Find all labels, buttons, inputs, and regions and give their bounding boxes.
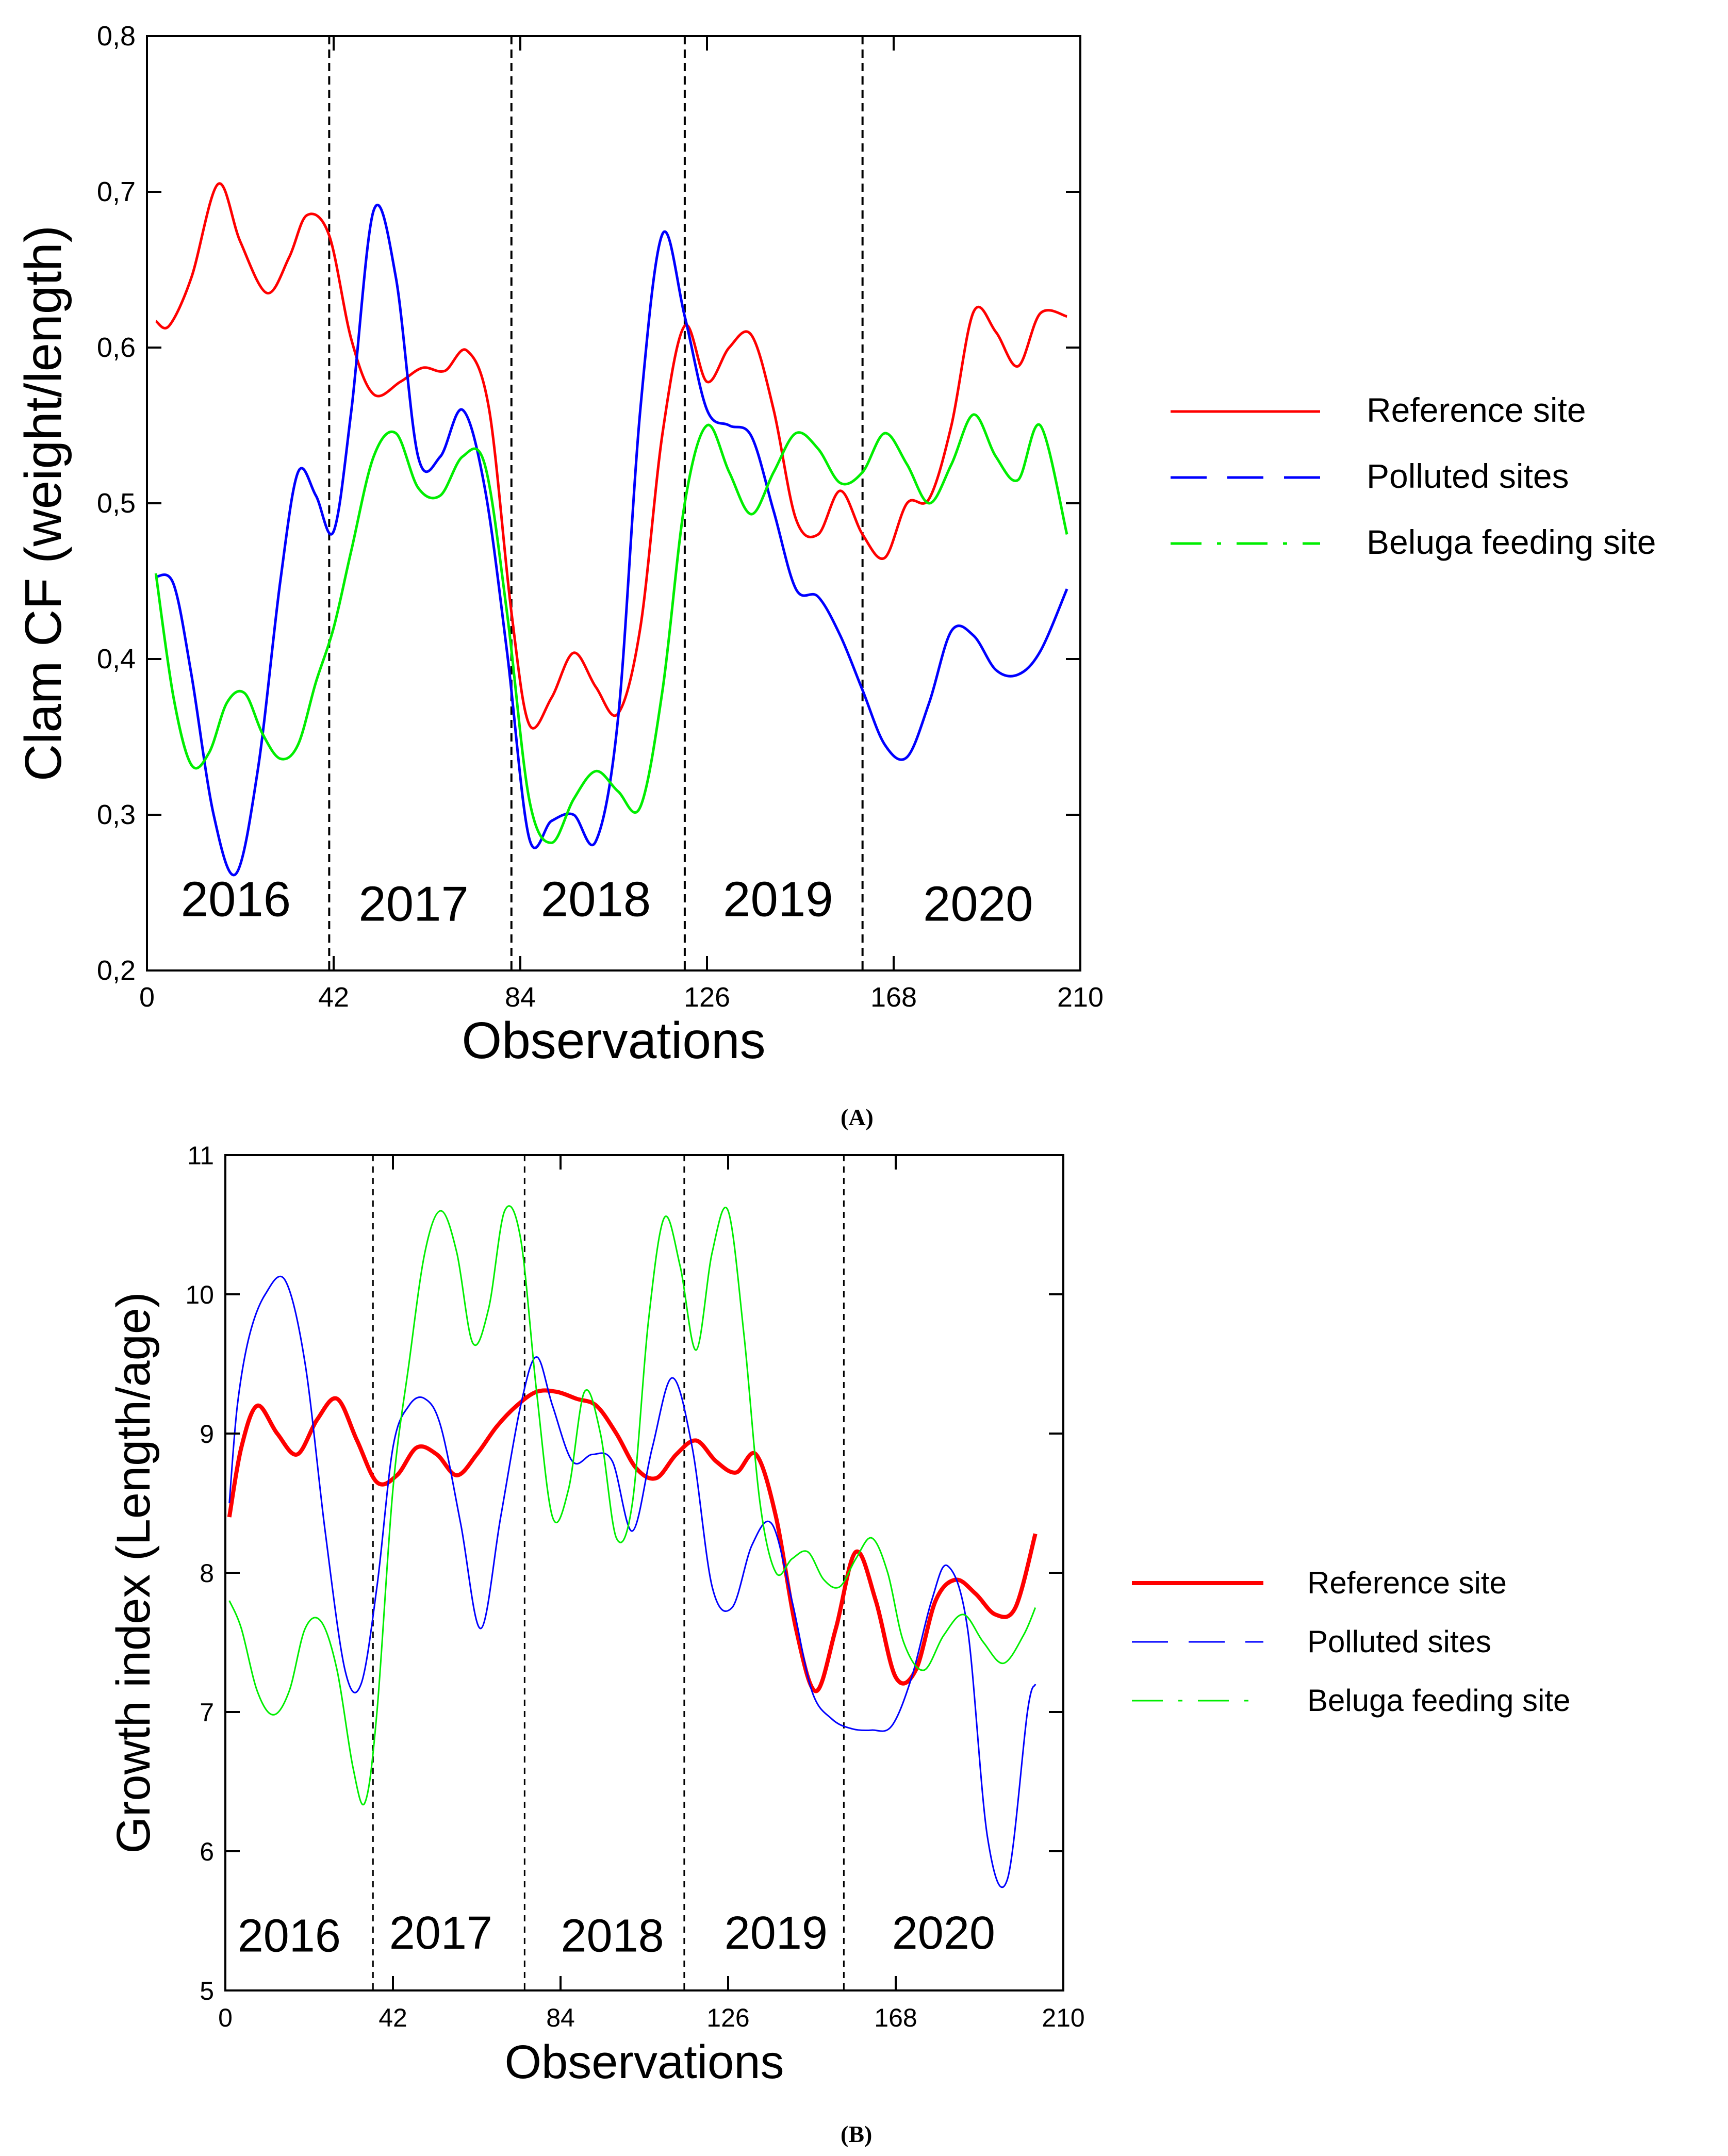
year-label: 2020 [923, 876, 1033, 931]
legend-label: Beluga feeding site [1367, 523, 1656, 561]
series-line-polluted-sites [155, 204, 1068, 877]
y-tick-label: 5 [200, 1977, 214, 2005]
x-axis-label: Observations [504, 2036, 784, 2088]
year-label: 2019 [723, 871, 833, 927]
legend-label: Polluted sites [1307, 1624, 1491, 1659]
x-tick-label: 42 [378, 2003, 407, 2032]
x-tick-label: 0 [218, 2003, 233, 2032]
y-tick-label: 6 [200, 1837, 214, 1866]
year-label: 2016 [181, 871, 291, 927]
legend-label: Reference site [1367, 391, 1586, 429]
y-tick-label: 0,7 [97, 176, 136, 207]
year-label: 2020 [892, 1907, 995, 1959]
y-tick-label: 0,6 [97, 332, 136, 363]
x-tick-label: 168 [870, 982, 917, 1013]
legend-label: Polluted sites [1367, 457, 1569, 495]
y-tick-label: 11 [187, 1141, 214, 1170]
y-tick-label: 0,5 [97, 488, 136, 519]
y-tick-label: 0,4 [97, 644, 136, 674]
series-line-polluted-sites [228, 1275, 1036, 1888]
legend-label: Beluga feeding site [1307, 1683, 1570, 1718]
x-axis-label: Observations [462, 1012, 765, 1069]
chart-b: 0 42 84 126 168 210 5 6 7 8 9 10 11 Observations Growt… [107, 1141, 1570, 2088]
series-line-beluga-feeding-site [228, 1205, 1036, 1806]
year-label: 2016 [238, 1910, 341, 1962]
series-line-reference-site [227, 1388, 1038, 1693]
y-tick-label: 0,3 [97, 799, 136, 830]
x-tick-label: 126 [706, 2003, 749, 2032]
year-label: 2018 [541, 871, 651, 927]
y-tick-label: 0,8 [97, 21, 136, 52]
plot-frame [224, 1154, 1064, 1992]
series-line-beluga-feeding-site [154, 413, 1068, 844]
x-tick-label: 0 [139, 982, 155, 1013]
x-tick-label: 168 [874, 2003, 917, 2032]
x-tick-label: 210 [1057, 982, 1104, 1013]
y-tick-label: 8 [200, 1559, 214, 1588]
y-axis-label: Growth index (Length/age) [107, 1292, 160, 1853]
year-label: 2017 [389, 1907, 492, 1959]
x-tick-label: 42 [318, 982, 349, 1013]
y-tick-label: 10 [185, 1280, 214, 1309]
year-label: 2018 [561, 1910, 664, 1962]
y-tick-label: 0,2 [97, 955, 136, 986]
chart-a: 0 42 84 126 168 210 0,2 0,3 0,4 0,5 0,6 0,7 0,8 Obser… [14, 21, 1656, 1069]
x-tick-label: 126 [684, 982, 730, 1013]
panel-label-a: (A) [841, 1104, 874, 1130]
plot-frame [146, 35, 1081, 972]
y-axis-label: Clam CF (weight/length) [14, 225, 72, 781]
x-tick-label: 84 [546, 2003, 575, 2032]
y-tick-label: 9 [200, 1420, 214, 1449]
legend-label: Reference site [1307, 1566, 1507, 1600]
x-tick-label: 84 [505, 982, 536, 1013]
y-tick-label: 7 [200, 1698, 214, 1727]
panel-label-b: (B) [841, 2121, 873, 2147]
x-tick-label: 210 [1042, 2003, 1084, 2032]
series-line-reference-site [155, 182, 1067, 730]
year-label: 2017 [358, 876, 469, 931]
year-label: 2019 [725, 1907, 828, 1959]
